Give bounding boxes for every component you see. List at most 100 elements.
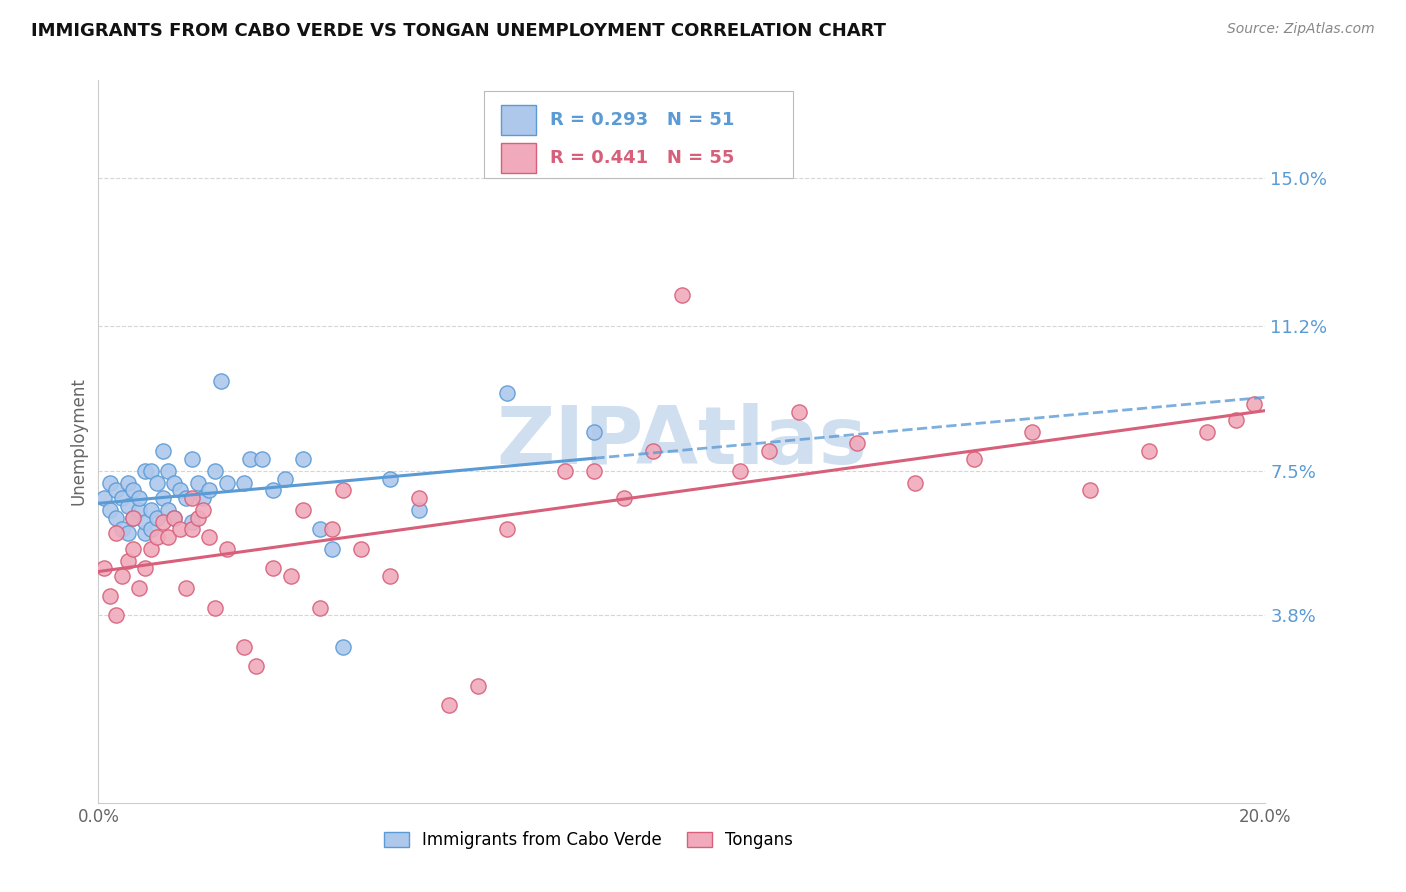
Point [180,491,202,505]
Point [280,569,302,583]
Point [204,464,226,478]
Point [122,510,145,524]
Point [139,503,162,517]
Point [104,483,127,498]
Point [128,491,150,505]
Point [98,503,121,517]
Point [187,475,209,490]
Point [437,698,460,713]
Point [146,530,169,544]
Point [1021,425,1043,439]
Point [163,510,186,524]
Point [152,444,174,458]
Point [215,541,238,556]
Point [169,483,191,498]
Point [139,541,162,556]
Point [193,503,215,517]
Point [198,530,221,544]
Point [554,464,576,478]
Point [117,554,139,568]
Point [111,523,134,537]
Point [128,581,150,595]
Point [146,475,169,490]
Point [174,581,197,595]
Point [93,561,115,575]
Point [332,483,354,498]
Point [104,526,127,541]
Point [309,600,332,615]
Point [321,541,343,556]
Point [250,452,273,467]
Point [962,452,984,467]
Point [139,464,162,478]
Point [380,472,402,486]
Point [134,464,156,478]
Text: Source: ZipAtlas.com: Source: ZipAtlas.com [1227,22,1375,37]
Point [262,561,284,575]
Point [104,510,127,524]
Point [204,600,226,615]
Point [215,475,238,490]
Bar [501,143,536,173]
Text: R = 0.293   N = 51: R = 0.293 N = 51 [550,112,734,129]
Point [180,523,202,537]
Point [98,475,121,490]
Point [583,425,606,439]
Point [193,491,215,505]
Point [134,526,156,541]
Point [128,503,150,517]
Point [332,640,354,654]
Point [496,385,519,400]
Point [146,510,169,524]
Point [262,483,284,498]
Point [122,483,145,498]
Point [111,569,134,583]
Point [467,679,489,693]
Point [274,472,297,486]
Point [104,608,127,623]
Point [93,491,115,505]
Point [198,483,221,498]
Point [157,503,180,517]
Point [904,475,927,490]
Point [380,569,402,583]
Point [139,523,162,537]
Legend: Immigrants from Cabo Verde, Tongans: Immigrants from Cabo Verde, Tongans [377,824,800,856]
FancyBboxPatch shape [484,91,793,178]
Point [117,475,139,490]
Point [239,452,262,467]
Point [117,499,139,513]
Text: ZIPAtlas: ZIPAtlas [496,402,868,481]
Point [1195,425,1218,439]
Point [583,464,606,478]
Point [152,515,174,529]
Point [233,640,256,654]
Point [1225,413,1247,427]
Point [291,503,314,517]
Point [1080,483,1102,498]
Point [291,452,314,467]
Point [730,464,752,478]
Point [233,475,256,490]
Bar [501,105,536,136]
Y-axis label: Unemployment: Unemployment [69,377,87,506]
Point [117,526,139,541]
Point [180,452,202,467]
Point [1137,444,1160,458]
Point [612,491,634,505]
Point [134,561,156,575]
Point [209,374,232,388]
Point [846,436,869,450]
Point [152,491,174,505]
Point [496,523,519,537]
Point [174,491,197,505]
Point [134,515,156,529]
Point [157,464,180,478]
Point [187,510,209,524]
Point [321,523,343,537]
Point [758,444,780,458]
Point [408,491,430,505]
Text: R = 0.441   N = 55: R = 0.441 N = 55 [550,149,734,168]
Point [180,515,202,529]
Point [98,589,121,603]
